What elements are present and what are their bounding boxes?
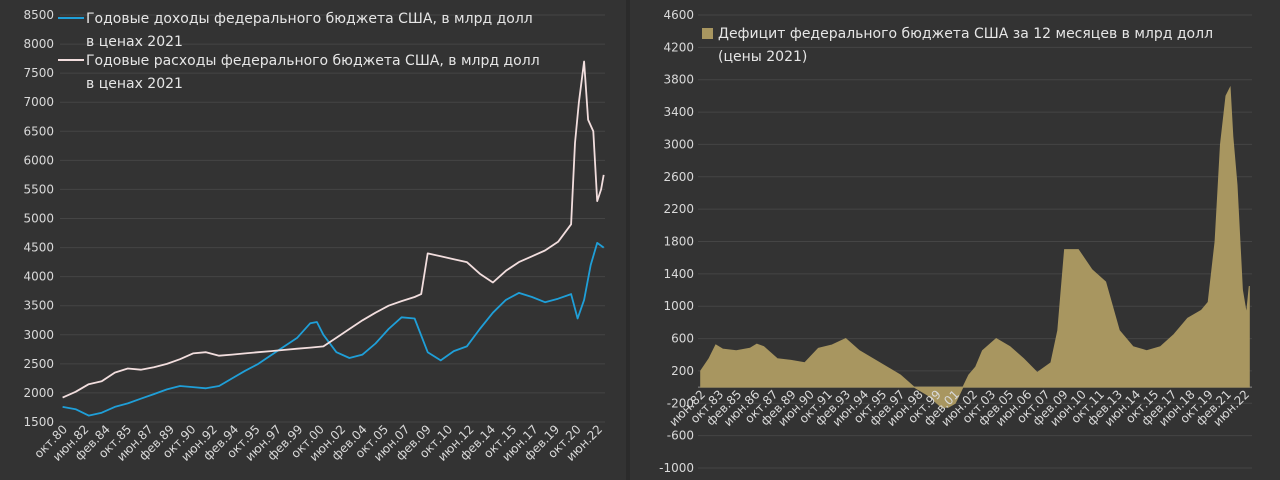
y-tick-label: 1500 [23,415,54,429]
y-tick-label: 3500 [23,299,54,313]
deficit-chart: -1000 -600 -200 200 600 1000 1400 1800 2200 2600 3… [659,8,1253,475]
left-gridlines [60,14,605,423]
right-y-tick-labels: -1000 -600 -200 200 600 1000 1400 1800 2200 2600 3… [659,8,694,475]
y-tick-label: 2600 [663,170,694,184]
right-x-tick-labels: июн.82окт.83фев.85июн.86окт.87фев.89июн.… [667,387,1253,429]
y-tick-label: 7000 [23,95,54,109]
left-x-tick-labels: окт.80июн.82фев.84окт.85июн.87фев.89окт.… [31,422,605,464]
y-tick-label: 3800 [663,73,694,87]
y-tick-label: 1800 [663,235,694,249]
y-tick-label: 3400 [663,105,694,119]
y-tick-label: 1400 [663,267,694,281]
y-tick-label: 2200 [663,202,694,216]
y-tick-label: 4600 [663,8,694,22]
y-tick-label: 6000 [23,153,54,167]
left-series-lines [62,60,605,417]
legend-label: Годовые доходы федерального бюджета США,… [86,11,533,27]
right-deficit-area [700,85,1250,408]
y-tick-label: 8000 [23,37,54,51]
y-tick-label: 600 [671,332,694,346]
y-tick-label: 2500 [23,357,54,371]
spending-line [62,60,605,399]
revenue-spending-chart: 1500 2000 2500 3000 3500 4000 4500 5000 5500 6000… [23,8,605,464]
y-tick-label: 3000 [23,328,54,342]
left-legend: Годовые доходы федерального бюджета США,… [58,11,540,92]
y-tick-label: -600 [667,429,694,443]
y-tick-label: 4000 [23,270,54,284]
right-legend: Дефицит федерального бюджета США за 12 м… [702,26,1213,65]
y-tick-label: -1000 [659,461,694,475]
legend-label: Годовые расходы федерального бюджета США… [86,53,540,69]
revenue-line [62,242,605,417]
legend-label: в ценах 2021 [86,34,183,50]
y-tick-label: 6500 [23,124,54,138]
revenue-spending-panel: 1500 2000 2500 3000 3500 4000 4500 5000 5500 6000… [0,0,626,480]
y-tick-label: 5000 [23,212,54,226]
y-tick-label: 7500 [23,66,54,80]
legend-label: в ценах 2021 [86,76,183,92]
legend-label: Дефицит федерального бюджета США за 12 м… [718,26,1213,42]
y-tick-label: 4200 [663,40,694,54]
y-tick-label: 2000 [23,386,54,400]
y-tick-label: 1000 [663,299,694,313]
y-tick-label: 8500 [23,8,54,22]
y-tick-label: 4500 [23,241,54,255]
y-tick-label: -200 [667,396,694,410]
legend-swatch [702,28,713,39]
deficit-panel: -1000 -600 -200 200 600 1000 1400 1800 2200 2600 3… [630,0,1280,480]
y-tick-label: 5500 [23,182,54,196]
y-tick-label: 3000 [663,137,694,151]
legend-label: (цены 2021) [718,49,807,65]
deficit-area [700,85,1250,408]
left-y-tick-labels: 1500 2000 2500 3000 3500 4000 4500 5000 5500 6000… [23,8,54,429]
y-tick-label: 200 [671,364,694,378]
